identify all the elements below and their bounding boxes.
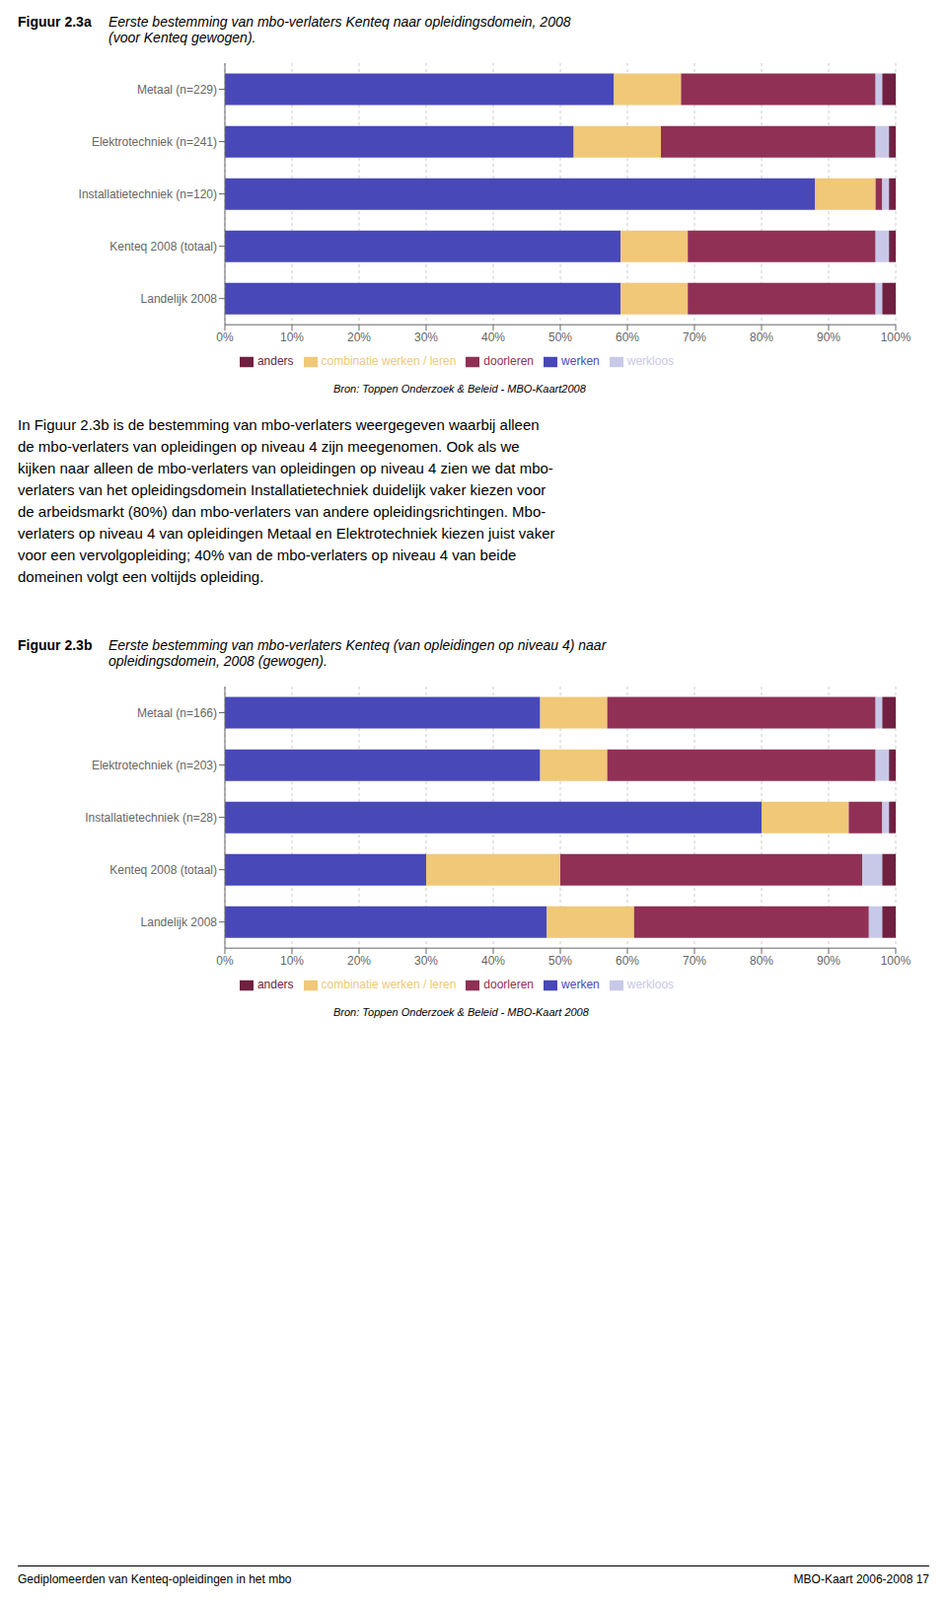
html-text:opleidingsdomein, 2008 (gewoge: opleidingsdomein, 2008 (gewogen). — [108, 653, 328, 669]
html-text:anders: anders — [257, 354, 294, 369]
html-text:werkloos: werkloos — [627, 977, 674, 992]
svg-text:90%: 90% — [816, 953, 841, 968]
html-text:werken: werken — [561, 977, 600, 992]
html-text:combinatie werken / leren: combinatie werken / leren — [321, 354, 457, 369]
svg-text:Landelijk 2008: Landelijk 2008 — [141, 291, 219, 306]
html-text:Eerste bestemming van mbo-verl: Eerste bestemming van mbo-verlaters Kent… — [108, 13, 571, 30]
svg-text:Landelijk 2008: Landelijk 2008 — [141, 915, 219, 930]
svg-text:60%: 60% — [615, 330, 640, 345]
svg-text:0%: 0% — [216, 330, 234, 345]
svg-text:100%: 100% — [880, 953, 912, 968]
svg-text:50%: 50% — [548, 953, 573, 968]
svg-text:40%: 40% — [481, 953, 506, 968]
svg-text:0%: 0% — [216, 953, 234, 968]
html-text:Bron: Toppen Onderzoek & Belei: Bron: Toppen Onderzoek & Beleid - MBO-Ka… — [333, 1006, 589, 1019]
html-text:werken: werken — [561, 354, 600, 369]
html-text:Bron: Toppen Onderzoek & Belei: Bron: Toppen Onderzoek & Beleid - MBO-Ka… — [333, 382, 586, 395]
svg-text:50%: 50% — [548, 330, 573, 345]
svg-text:60%: 60% — [615, 953, 640, 968]
html-text:voor een vervolgopleiding; 40%: voor een vervolgopleiding; 40% van de mb… — [17, 546, 517, 564]
svg-text:70%: 70% — [682, 330, 707, 345]
svg-text:80%: 80% — [749, 953, 774, 968]
html-text:de arbeidsmarkt (80%) dan mbo-: de arbeidsmarkt (80%) dan mbo-verlaters … — [17, 503, 546, 520]
html-text:Gediplomeerden van Kenteq-ople: Gediplomeerden van Kenteq-opleidingen in… — [17, 1572, 292, 1587]
svg-text:20%: 20% — [347, 330, 371, 345]
html-text:kijken naar alleen de mbo-verl: kijken naar alleen de mbo-verlaters van … — [17, 459, 554, 477]
html-text:combinatie werken / leren: combinatie werken / leren — [321, 977, 457, 992]
html-text:Figuur 2.3a: Figuur 2.3a — [17, 13, 92, 30]
html-text:Figuur 2.3b: Figuur 2.3b — [17, 637, 93, 654]
svg-text:10%: 10% — [280, 953, 304, 968]
html-text:de mbo-verlaters van opleiding: de mbo-verlaters van opleidingen op nive… — [17, 437, 520, 455]
svg-text:30%: 30% — [414, 953, 438, 968]
svg-text:Installatietechniek (n=28): Installatietechniek (n=28) — [84, 810, 218, 825]
svg-text:Elektrotechniek (n=241): Elektrotechniek (n=241) — [91, 135, 218, 149]
html-text:(voor Kenteq gewogen).: (voor Kenteq gewogen). — [108, 29, 256, 46]
html-text:domeinen volgt een voltijds op: domeinen volgt een voltijds opleiding. — [17, 568, 264, 585]
html-text:In Figuur 2.3b is de bestemmin: In Figuur 2.3b is de bestemming van mbo-… — [17, 416, 540, 434]
svg-text:80%: 80% — [749, 330, 774, 345]
svg-text:40%: 40% — [481, 330, 506, 345]
html-text:anders: anders — [257, 977, 294, 992]
svg-text:100%: 100% — [880, 330, 912, 345]
html-text:verlaters van het opleidingsdo: verlaters van het opleidingsdomein Insta… — [17, 481, 546, 499]
html-text:MBO-Kaart 2006-2008 17: MBO-Kaart 2006-2008 17 — [793, 1572, 930, 1587]
svg-text:30%: 30% — [414, 330, 438, 345]
svg-text:Kenteq 2008 (totaal): Kenteq 2008 (totaal) — [109, 863, 218, 877]
svg-text:Installatietechniek (n=120): Installatietechniek (n=120) — [78, 187, 218, 202]
svg-text:Elektrotechniek (n=203): Elektrotechniek (n=203) — [91, 758, 218, 773]
svg-text:Kenteq 2008 (totaal): Kenteq 2008 (totaal) — [109, 239, 218, 254]
svg-text:90%: 90% — [816, 330, 841, 345]
svg-text:10%: 10% — [280, 330, 304, 345]
html-text:werkloos: werkloos — [627, 354, 674, 369]
svg-text:Metaal (n=229): Metaal (n=229) — [137, 82, 218, 97]
svg-text:70%: 70% — [682, 953, 707, 968]
html-text:doorleren: doorleren — [483, 977, 534, 992]
html-text:doorleren: doorleren — [483, 354, 534, 369]
svg-text:Metaal (n=166): Metaal (n=166) — [137, 706, 218, 721]
svg-text:20%: 20% — [347, 953, 371, 968]
html-text:verlaters op niveau 4 van ople: verlaters op niveau 4 van opleidingen Me… — [17, 524, 555, 542]
html-text:Eerste bestemming van mbo-verl: Eerste bestemming van mbo-verlaters Kent… — [108, 637, 606, 654]
